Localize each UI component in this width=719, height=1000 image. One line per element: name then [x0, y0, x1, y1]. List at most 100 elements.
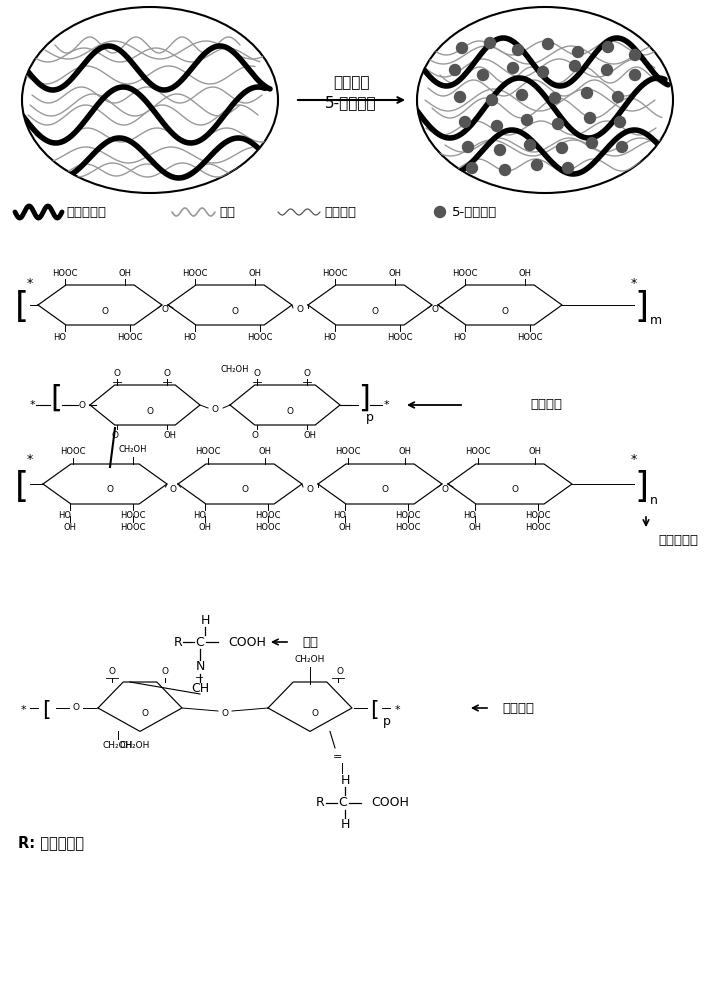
Circle shape [552, 118, 564, 129]
Text: O: O [111, 430, 119, 440]
Text: p: p [383, 716, 391, 728]
Text: COOH: COOH [371, 796, 409, 810]
Text: O: O [114, 368, 121, 377]
Text: O: O [109, 668, 116, 676]
Text: HOOC: HOOC [452, 268, 477, 277]
Circle shape [603, 41, 613, 52]
Text: CH₂OH: CH₂OH [119, 446, 147, 454]
Text: N: N [196, 660, 205, 674]
Text: CH₂OH: CH₂OH [221, 365, 249, 374]
Text: O: O [252, 430, 259, 440]
Text: 5-氟尿嘧啶: 5-氟尿嘧啶 [452, 206, 498, 219]
Text: HOOC: HOOC [388, 332, 413, 342]
Text: 明胶: 明胶 [219, 206, 235, 219]
Text: *: * [631, 276, 637, 290]
Text: HO: HO [464, 512, 477, 520]
Circle shape [557, 142, 567, 153]
Circle shape [513, 44, 523, 55]
Circle shape [616, 141, 628, 152]
Circle shape [538, 66, 549, 78]
Text: OH: OH [259, 448, 272, 456]
Circle shape [630, 70, 641, 81]
Text: O: O [306, 485, 313, 493]
Circle shape [485, 37, 495, 48]
Text: HOOC: HOOC [182, 268, 208, 277]
Text: O: O [169, 485, 176, 493]
Circle shape [500, 164, 510, 176]
Text: 双醛淀粉: 双醛淀粉 [502, 702, 534, 714]
Text: O: O [162, 668, 168, 676]
Text: HOOC: HOOC [196, 448, 221, 456]
Text: O: O [232, 306, 239, 316]
Text: OH: OH [63, 524, 76, 532]
Text: 双醛淀粉: 双醛淀粉 [530, 398, 562, 412]
Circle shape [457, 42, 467, 53]
Text: H: H [340, 818, 349, 830]
Circle shape [531, 159, 543, 170]
Text: O: O [382, 486, 388, 494]
Text: O: O [162, 306, 168, 314]
Text: OH: OH [339, 524, 352, 532]
Text: *: * [383, 400, 389, 410]
Circle shape [516, 90, 528, 101]
Text: OH: OH [198, 524, 211, 532]
Text: [: [ [15, 470, 29, 504]
Text: 纳米纤维素: 纳米纤维素 [658, 534, 698, 546]
Text: H: H [201, 613, 210, 626]
Text: O: O [501, 306, 508, 316]
Circle shape [613, 92, 623, 103]
Text: O: O [142, 708, 149, 718]
Text: *: * [394, 705, 400, 715]
Text: [: [ [42, 700, 50, 720]
Text: HOOC: HOOC [526, 512, 551, 520]
Text: R: R [316, 796, 324, 810]
Text: ]: ] [358, 383, 370, 412]
Text: O: O [78, 400, 86, 410]
Text: CH₂OH: CH₂OH [103, 742, 133, 750]
Circle shape [521, 114, 533, 125]
Text: HOOC: HOOC [255, 512, 280, 520]
Text: p: p [366, 412, 374, 424]
Text: *: * [631, 454, 637, 466]
Text: HOOC: HOOC [395, 512, 421, 520]
Circle shape [477, 70, 488, 81]
Text: OH: OH [528, 448, 541, 456]
Text: O: O [311, 708, 319, 718]
Text: HOOC: HOOC [120, 512, 146, 520]
Text: =: = [334, 752, 343, 762]
Text: O: O [254, 368, 260, 377]
Text: CH₂OH: CH₂OH [295, 656, 325, 664]
Circle shape [492, 120, 503, 131]
Text: m: m [650, 314, 662, 328]
Circle shape [602, 64, 613, 76]
Text: O: O [101, 306, 109, 316]
Text: HOOC: HOOC [247, 332, 273, 342]
Ellipse shape [22, 7, 278, 193]
Text: CH₂OH: CH₂OH [120, 742, 150, 750]
Text: HOOC: HOOC [322, 268, 348, 277]
Circle shape [495, 144, 505, 155]
Circle shape [467, 162, 477, 174]
Circle shape [454, 92, 465, 103]
Text: CH: CH [191, 682, 209, 694]
Text: HOOC: HOOC [60, 448, 86, 456]
Text: HO: HO [53, 332, 66, 342]
Text: OH: OH [518, 268, 531, 277]
Text: O: O [441, 485, 449, 493]
Text: [: [ [15, 290, 29, 324]
Circle shape [615, 116, 626, 127]
Text: OH: OH [163, 430, 176, 440]
Text: O: O [336, 668, 344, 676]
Text: HOOC: HOOC [335, 448, 361, 456]
Text: HO: HO [454, 332, 467, 342]
Circle shape [569, 60, 580, 72]
Circle shape [543, 38, 554, 49]
Ellipse shape [417, 7, 673, 193]
Text: O: O [106, 486, 114, 494]
Circle shape [434, 207, 446, 218]
Text: ]: ] [635, 290, 649, 324]
Text: HOOC: HOOC [517, 332, 543, 342]
Text: HOOC: HOOC [465, 448, 491, 456]
Circle shape [459, 116, 470, 127]
Text: O: O [431, 306, 439, 314]
